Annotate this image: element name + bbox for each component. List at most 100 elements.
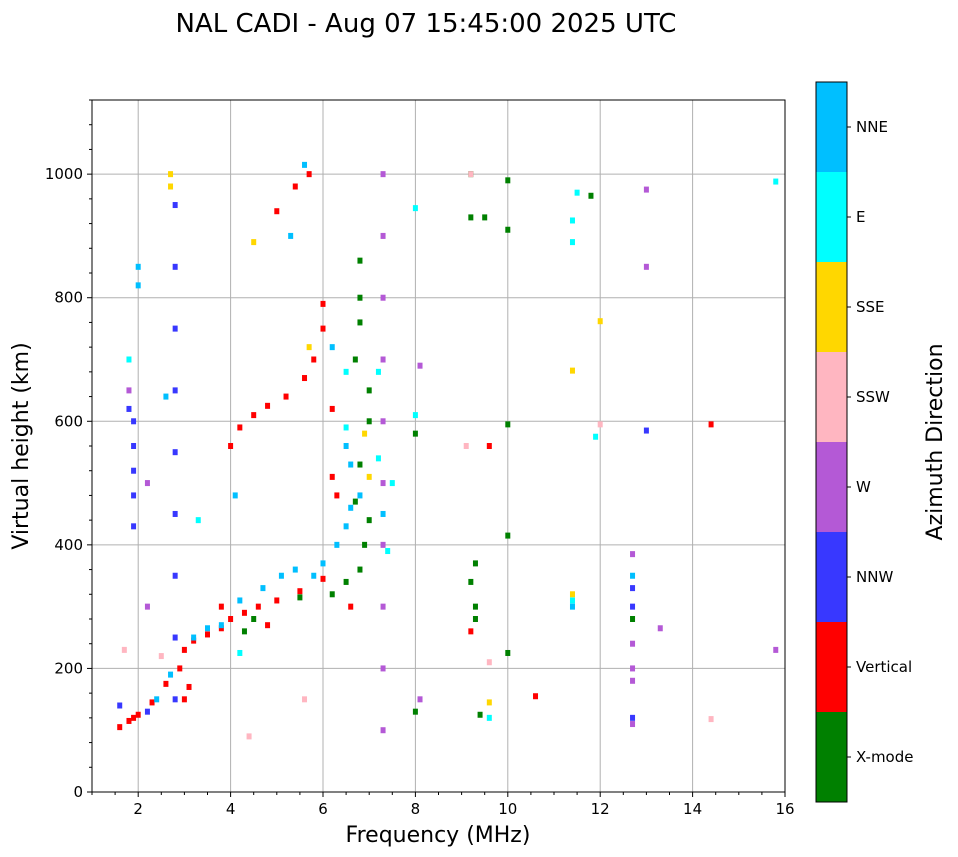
data-point-e bbox=[486, 714, 492, 721]
data-point-x-mode bbox=[357, 257, 363, 264]
data-point-x-mode bbox=[357, 294, 363, 301]
data-point-nnw bbox=[131, 443, 137, 449]
data-point-nnw bbox=[126, 405, 132, 412]
data-point-nne bbox=[357, 492, 363, 499]
data-point-x-mode bbox=[343, 578, 349, 585]
data-point-nnw bbox=[643, 427, 649, 434]
data-point-x-mode bbox=[472, 560, 478, 567]
data-point-w bbox=[380, 418, 386, 425]
data-point-x-mode bbox=[366, 517, 372, 524]
data-point-e bbox=[343, 368, 349, 375]
data-point-nnw bbox=[172, 202, 178, 209]
data-point-ssw bbox=[121, 646, 127, 653]
data-point-nne bbox=[135, 263, 141, 270]
data-point-vertical bbox=[486, 443, 492, 449]
data-point-nnw bbox=[172, 387, 178, 394]
data-point-w bbox=[643, 186, 649, 193]
data-point-nne bbox=[380, 510, 386, 517]
colorbar-label: NNE bbox=[856, 118, 888, 136]
x-axis: 2 4 6 8 10 12 14 16 bbox=[91, 792, 795, 818]
x-tick-label: 14 bbox=[683, 800, 702, 818]
data-point-w bbox=[126, 387, 132, 394]
data-point-e bbox=[389, 480, 395, 487]
colorbar-segment-nne bbox=[816, 82, 847, 172]
data-point-vertical bbox=[283, 393, 289, 400]
data-point-nne bbox=[163, 393, 169, 400]
data-point-e bbox=[375, 455, 381, 462]
data-point-vertical bbox=[149, 699, 155, 706]
x-axis-label: Frequency (MHz) bbox=[346, 823, 531, 848]
data-point-vertical bbox=[329, 473, 335, 480]
data-point-vertical bbox=[186, 683, 192, 690]
data-point-nnw bbox=[172, 572, 178, 579]
data-point-vertical bbox=[320, 325, 326, 332]
data-point-nnw bbox=[117, 702, 123, 709]
data-point-vertical bbox=[131, 714, 137, 721]
data-point-x-mode bbox=[329, 591, 335, 598]
data-point-w bbox=[380, 603, 386, 610]
chart-title: NAL CADI - Aug 07 15:45:00 2025 UTC bbox=[176, 9, 677, 39]
data-point-nne bbox=[288, 232, 294, 239]
data-point-x-mode bbox=[468, 214, 474, 221]
data-point-w bbox=[657, 625, 663, 632]
data-point-w bbox=[380, 356, 386, 363]
data-point-nnw bbox=[630, 585, 636, 592]
data-point-ssw bbox=[302, 696, 308, 703]
data-point-vertical bbox=[205, 631, 210, 638]
data-point-e bbox=[126, 356, 132, 363]
data-point-sse bbox=[569, 591, 575, 598]
data-point-e bbox=[569, 217, 575, 224]
data-point-x-mode bbox=[357, 566, 363, 573]
data-point-vertical bbox=[251, 412, 257, 419]
data-point-w bbox=[380, 480, 386, 487]
data-point-e bbox=[574, 189, 580, 196]
data-point-vertical bbox=[126, 717, 132, 724]
data-point-w bbox=[630, 721, 636, 728]
y-axis: 0 200 400 600 800 1000 bbox=[45, 99, 92, 801]
data-point-nne bbox=[320, 560, 326, 567]
data-point-nne bbox=[191, 634, 197, 641]
y-tick-label: 600 bbox=[54, 412, 83, 430]
data-point-nne bbox=[135, 282, 141, 289]
data-point-e bbox=[569, 597, 575, 604]
colorbar-label: W bbox=[856, 478, 871, 496]
data-point-ssw bbox=[463, 443, 469, 449]
data-point-vertical bbox=[348, 603, 354, 610]
data-point-ssw bbox=[486, 659, 492, 666]
data-point-nne bbox=[348, 461, 354, 468]
colorbar-segment-ssw bbox=[816, 352, 847, 442]
data-point-x-mode bbox=[477, 711, 483, 718]
data-point-x-mode bbox=[412, 430, 418, 437]
data-point-w bbox=[630, 677, 636, 684]
data-point-nnw bbox=[172, 263, 178, 270]
data-point-vertical bbox=[181, 696, 187, 703]
data-point-x-mode bbox=[588, 192, 594, 199]
data-point-w bbox=[380, 232, 386, 239]
data-point-w bbox=[380, 171, 386, 178]
data-point-vertical bbox=[218, 625, 224, 632]
data-point-x-mode bbox=[505, 226, 511, 233]
data-point-vertical bbox=[302, 375, 308, 382]
data-point-sse bbox=[366, 473, 372, 480]
colorbar-segment-e bbox=[816, 172, 847, 262]
data-point-x-mode bbox=[366, 387, 372, 394]
data-point-nnw bbox=[172, 325, 178, 332]
data-point-x-mode bbox=[505, 177, 511, 184]
data-points bbox=[117, 161, 779, 740]
data-point-vertical bbox=[533, 693, 539, 700]
data-point-x-mode bbox=[630, 616, 636, 622]
data-point-nnw bbox=[131, 467, 137, 474]
data-point-nne bbox=[278, 572, 284, 579]
data-point-w bbox=[643, 263, 649, 270]
data-point-e bbox=[569, 239, 575, 246]
colorbar-label: E bbox=[856, 208, 865, 226]
colorbar-legend: X-mode Vertical NNW W SSW SSE E NNE bbox=[815, 81, 913, 803]
data-point-ssw bbox=[468, 171, 474, 178]
data-point-sse bbox=[569, 367, 575, 374]
data-point-x-mode bbox=[362, 541, 368, 548]
data-point-w bbox=[380, 727, 386, 734]
x-tick-label: 2 bbox=[133, 800, 143, 818]
data-point-vertical bbox=[320, 300, 326, 307]
data-point-vertical bbox=[708, 421, 714, 428]
